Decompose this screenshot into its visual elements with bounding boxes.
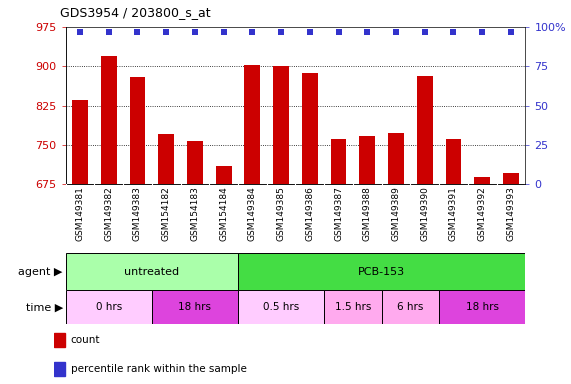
Text: GSM154183: GSM154183 (191, 186, 199, 241)
Point (478, 28, 487, 35)
Point (276, 28, 286, 35)
Text: 18 hrs: 18 hrs (179, 302, 211, 312)
Text: count: count (71, 335, 100, 345)
Point (248, 28, 257, 35)
Point (162, 28, 171, 35)
Text: time ▶: time ▶ (26, 302, 63, 312)
Bar (445, 139, 461, 184)
Point (506, 28, 516, 35)
Bar (101, 56, 116, 184)
Text: 0 hrs: 0 hrs (95, 302, 122, 312)
Bar (475, 177, 490, 184)
Bar (503, 173, 519, 184)
Text: 18 hrs: 18 hrs (466, 302, 498, 312)
Bar (54, 333, 65, 347)
Text: GSM149387: GSM149387 (334, 186, 343, 241)
Point (75, 28, 85, 35)
Bar (158, 134, 174, 184)
Text: GSM149383: GSM149383 (133, 186, 142, 241)
Bar (302, 73, 317, 184)
Bar (238, 290, 324, 324)
Point (133, 28, 142, 35)
Point (190, 28, 199, 35)
Bar (274, 66, 289, 184)
Text: PCB-153: PCB-153 (358, 266, 405, 277)
Text: GSM149384: GSM149384 (248, 186, 257, 241)
Text: GSM154182: GSM154182 (162, 186, 171, 241)
Text: GSM149390: GSM149390 (420, 186, 429, 241)
Text: GSM149388: GSM149388 (363, 186, 372, 241)
Bar (187, 141, 203, 184)
Bar (439, 290, 525, 324)
Bar (417, 76, 433, 184)
Text: GDS3954 / 203800_s_at: GDS3954 / 203800_s_at (60, 6, 211, 19)
Text: GSM149393: GSM149393 (506, 186, 516, 241)
Point (449, 28, 458, 35)
Bar (72, 100, 88, 184)
Point (363, 28, 372, 35)
Text: GSM154184: GSM154184 (219, 186, 228, 241)
Point (104, 28, 113, 35)
Bar (244, 65, 260, 184)
Text: GSM149391: GSM149391 (449, 186, 458, 241)
Bar (54, 362, 65, 376)
Text: untreated: untreated (124, 266, 179, 277)
Bar (381, 290, 439, 324)
Text: percentile rank within the sample: percentile rank within the sample (71, 364, 247, 374)
Bar (66, 253, 238, 290)
Point (219, 28, 228, 35)
Point (392, 28, 401, 35)
Bar (66, 290, 152, 324)
Point (305, 28, 315, 35)
Bar (331, 139, 347, 184)
Bar (216, 166, 232, 184)
Point (420, 28, 429, 35)
Text: GSM149382: GSM149382 (104, 186, 113, 241)
Text: GSM149392: GSM149392 (478, 186, 486, 241)
Bar (359, 136, 375, 184)
Text: agent ▶: agent ▶ (18, 266, 63, 277)
Bar (324, 290, 381, 324)
Bar (388, 133, 404, 184)
Text: GSM149385: GSM149385 (276, 186, 286, 241)
Text: GSM149386: GSM149386 (305, 186, 315, 241)
Text: GSM149389: GSM149389 (392, 186, 400, 241)
Text: 1.5 hrs: 1.5 hrs (335, 302, 371, 312)
Text: 0.5 hrs: 0.5 hrs (263, 302, 299, 312)
Bar (130, 77, 146, 184)
Bar (152, 290, 238, 324)
Point (334, 28, 343, 35)
Text: GSM149381: GSM149381 (75, 186, 85, 241)
Bar (238, 253, 525, 290)
Text: 6 hrs: 6 hrs (397, 302, 424, 312)
